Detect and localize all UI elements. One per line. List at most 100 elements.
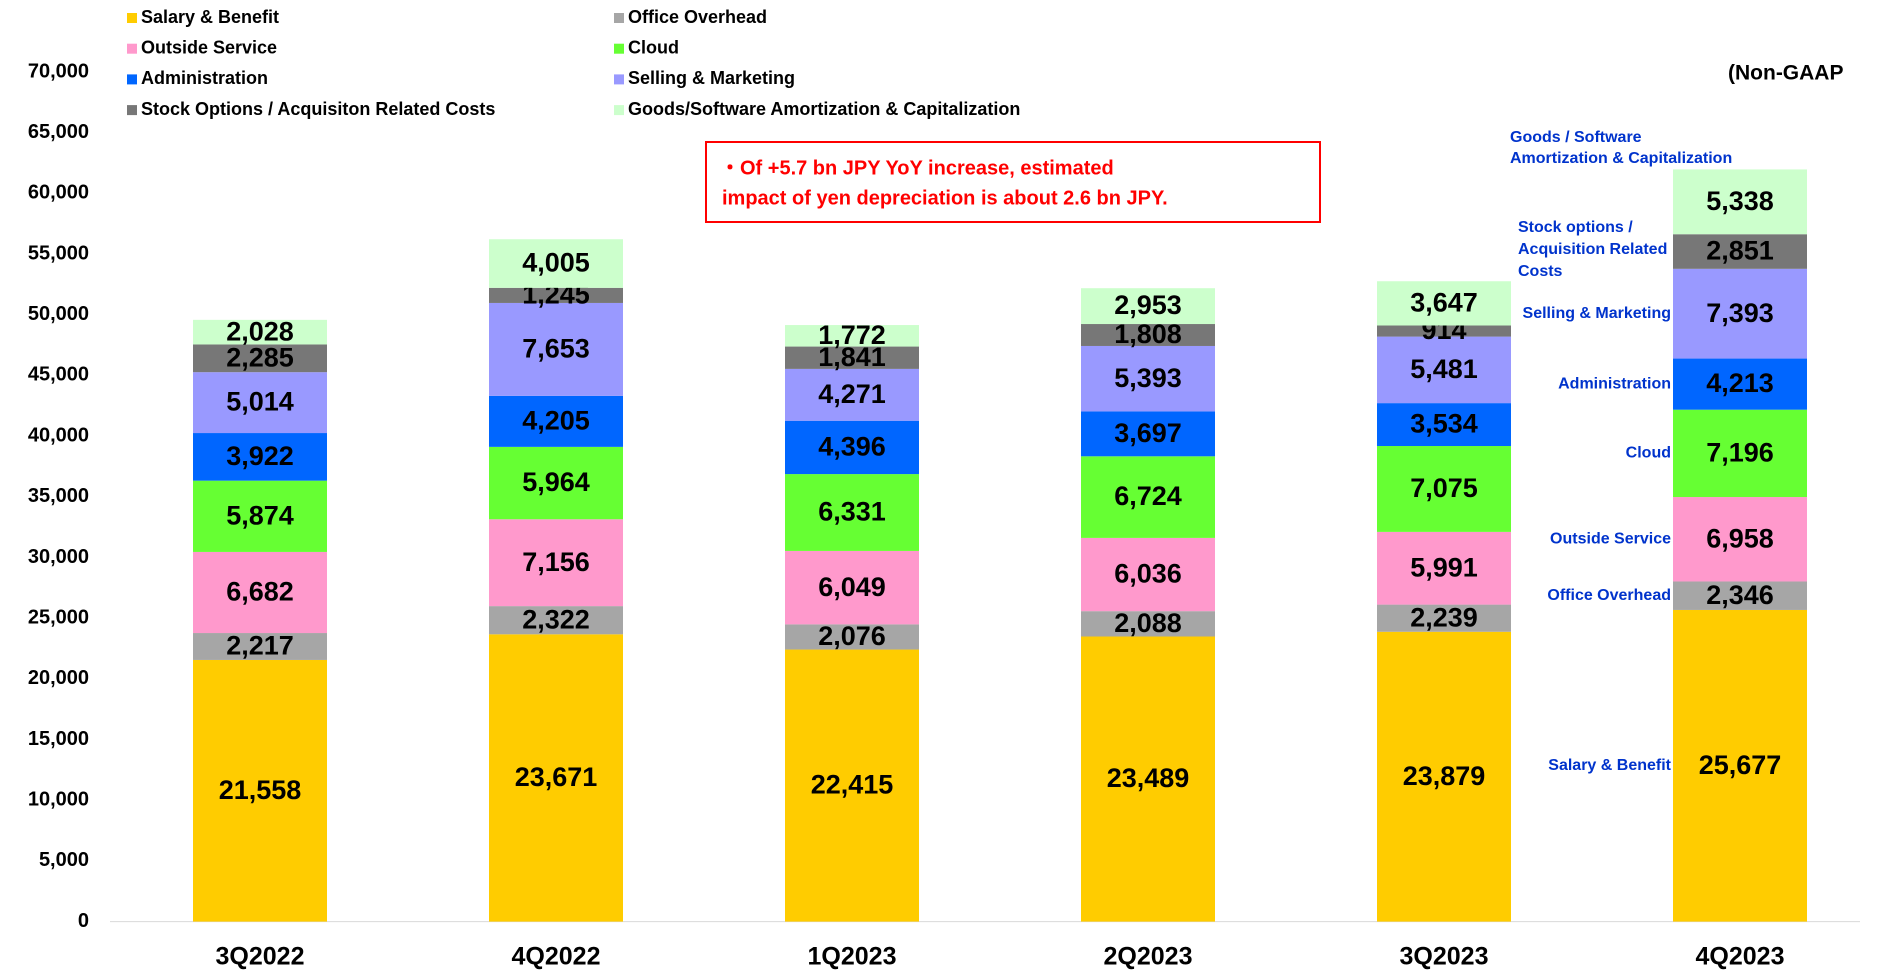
data-label: 2,028 bbox=[226, 316, 294, 346]
x-tick-label: 4Q2023 bbox=[1696, 943, 1785, 971]
data-label: 21,558 bbox=[219, 775, 302, 805]
bar-segment bbox=[1673, 358, 1807, 410]
legend-swatch bbox=[614, 43, 624, 54]
data-label: 23,671 bbox=[515, 762, 598, 792]
data-label: 2,285 bbox=[226, 342, 294, 372]
y-tick-label: 10,000 bbox=[28, 789, 89, 811]
annotation: Amortization & Capitalization bbox=[1510, 150, 1732, 167]
data-label: 5,338 bbox=[1706, 186, 1774, 216]
legend-label: Outside Service bbox=[141, 37, 277, 57]
subtitle: (Non-GAAP bbox=[1728, 62, 1843, 85]
bar-segment bbox=[193, 551, 327, 634]
bar-segment bbox=[1673, 169, 1807, 235]
data-label: 1,808 bbox=[1114, 319, 1182, 349]
annotation: Acquisition Related bbox=[1518, 241, 1667, 258]
annotation: Selling & Marketing bbox=[1523, 305, 1671, 322]
y-tick-label: 70,000 bbox=[28, 60, 89, 82]
bar-segment bbox=[785, 368, 919, 421]
annotation: Outside Service bbox=[1550, 530, 1671, 547]
bar-segment bbox=[785, 420, 919, 475]
x-tick-label: 3Q2022 bbox=[216, 943, 305, 971]
data-label: 2,851 bbox=[1706, 236, 1774, 266]
bar-segment bbox=[1377, 281, 1511, 326]
data-label: 1,772 bbox=[818, 320, 886, 350]
legend-label: Administration bbox=[141, 68, 268, 88]
data-label: 2,217 bbox=[226, 631, 294, 661]
legend-label: Selling & Marketing bbox=[628, 68, 795, 88]
data-label: 6,958 bbox=[1706, 523, 1774, 553]
data-label: 2,322 bbox=[522, 604, 590, 634]
bar-segment bbox=[1673, 581, 1807, 610]
bar-segment bbox=[1673, 268, 1807, 359]
callout-text: ・Of +5.7 bn JPY YoY increase, estimated bbox=[720, 157, 1114, 179]
callout-box bbox=[705, 141, 1321, 223]
y-tick-label: 45,000 bbox=[28, 364, 89, 386]
bar-segment bbox=[193, 433, 327, 481]
y-tick-label: 35,000 bbox=[28, 485, 89, 507]
y-tick-label: 65,000 bbox=[28, 121, 89, 143]
data-label: 7,196 bbox=[1706, 437, 1774, 467]
data-label: 5,393 bbox=[1114, 363, 1182, 393]
legend-label: Stock Options / Acquisiton Related Costs bbox=[141, 99, 495, 119]
data-label: 1,841 bbox=[818, 342, 886, 372]
legend-label: Salary & Benefit bbox=[141, 7, 279, 27]
data-label: 6,331 bbox=[818, 497, 886, 527]
y-tick-label: 30,000 bbox=[28, 546, 89, 568]
data-label: 5,874 bbox=[226, 500, 294, 530]
annotation: Cloud bbox=[1626, 445, 1671, 462]
legend-label: Goods/Software Amortization & Capitaliza… bbox=[628, 99, 1020, 119]
annotation: Costs bbox=[1518, 263, 1563, 280]
bar-segment bbox=[785, 325, 919, 347]
legend-swatch bbox=[127, 13, 137, 23]
x-tick-label: 3Q2023 bbox=[1400, 943, 1489, 971]
bar-segment bbox=[1377, 446, 1511, 532]
bar-segment bbox=[489, 446, 623, 520]
legend-label: Office Overhead bbox=[628, 7, 767, 27]
bar-segment bbox=[1377, 403, 1511, 447]
data-label: 4,005 bbox=[522, 248, 590, 278]
bar-segment bbox=[785, 624, 919, 650]
bar-segment bbox=[1673, 409, 1807, 498]
bar-segment bbox=[193, 319, 327, 345]
bar-segment bbox=[489, 239, 623, 288]
data-label: 4,213 bbox=[1706, 368, 1774, 398]
bar-segment bbox=[193, 344, 327, 373]
bar-segment bbox=[1081, 611, 1215, 637]
data-label: 4,271 bbox=[818, 379, 886, 409]
bar-segment bbox=[489, 302, 623, 396]
bar-segment bbox=[193, 372, 327, 434]
x-tick-label: 4Q2022 bbox=[512, 943, 601, 971]
data-label: 7,393 bbox=[1706, 298, 1774, 328]
bar-segment bbox=[785, 474, 919, 551]
bar-segment bbox=[1377, 631, 1511, 922]
bar-segment bbox=[193, 480, 327, 552]
bar-segment bbox=[1377, 531, 1511, 605]
data-label: 4,396 bbox=[818, 432, 886, 462]
bar-segment bbox=[1377, 604, 1511, 632]
legend-swatch bbox=[614, 13, 624, 23]
data-label: 6,049 bbox=[818, 572, 886, 602]
x-tick-label: 2Q2023 bbox=[1104, 943, 1193, 971]
y-tick-label: 20,000 bbox=[28, 667, 89, 689]
data-label: 3,647 bbox=[1410, 288, 1478, 318]
legend-label: Cloud bbox=[628, 37, 679, 57]
bar-segment bbox=[1081, 324, 1215, 346]
data-label: 22,415 bbox=[811, 770, 894, 800]
data-label: 2,346 bbox=[1706, 580, 1774, 610]
data-label: 23,879 bbox=[1403, 761, 1486, 791]
data-label: 6,682 bbox=[226, 577, 294, 607]
bar-segment bbox=[1081, 456, 1215, 538]
y-tick-label: 0 bbox=[78, 910, 89, 932]
data-label: 5,481 bbox=[1410, 354, 1478, 384]
bar-segment bbox=[1673, 497, 1807, 582]
annotation: Salary & Benefit bbox=[1548, 757, 1671, 774]
annotation: Office Overhead bbox=[1547, 587, 1671, 604]
bar-segment bbox=[1673, 609, 1807, 922]
y-tick-label: 60,000 bbox=[28, 182, 89, 204]
data-label: 7,156 bbox=[522, 547, 590, 577]
x-tick-label: 1Q2023 bbox=[808, 943, 897, 971]
data-label: 2,953 bbox=[1114, 290, 1182, 320]
callout-text: impact of yen depreciation is about 2.6 … bbox=[722, 187, 1168, 209]
bar-segment bbox=[1081, 345, 1215, 412]
bar-segment bbox=[1081, 288, 1215, 325]
